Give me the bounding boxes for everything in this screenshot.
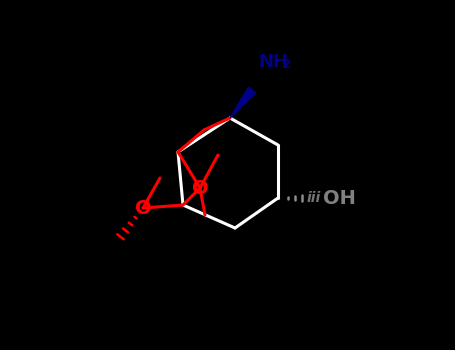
Text: 2: 2 (282, 58, 291, 71)
Text: O: O (135, 198, 152, 217)
Polygon shape (230, 87, 256, 118)
Text: OH: OH (323, 189, 356, 208)
Text: NH: NH (258, 53, 288, 71)
Text: iii: iii (307, 191, 321, 205)
Text: O: O (192, 178, 208, 197)
